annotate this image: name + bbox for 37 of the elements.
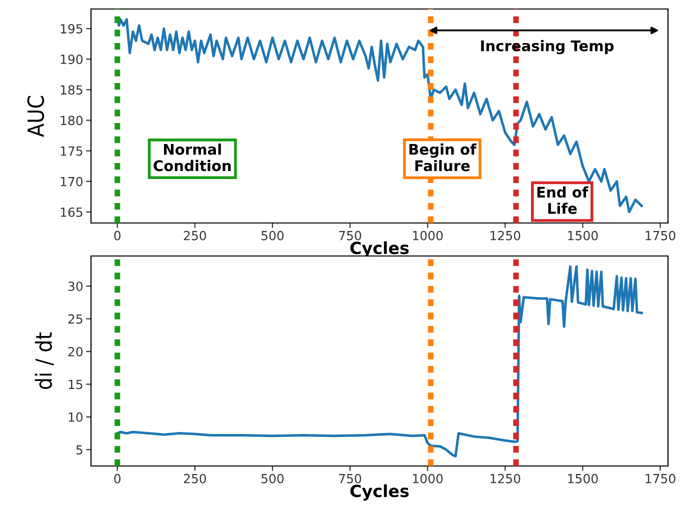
y-tick-label: 175 — [60, 146, 82, 156]
y-axis-title: di / dt — [34, 332, 54, 389]
x-tick-label: 0 — [114, 230, 121, 240]
x-tick-label: 1500 — [568, 230, 598, 240]
x-tick-label: 500 — [262, 230, 284, 240]
y-tick-label: 30 — [68, 282, 83, 292]
x-tick-label: 1750 — [646, 474, 676, 484]
y-tick-label: 190 — [60, 54, 83, 64]
x-tick-label: 750 — [339, 230, 362, 240]
x-tick-label: 250 — [184, 230, 206, 240]
y-tick-label: 180 — [60, 116, 83, 126]
ref-line-label: Normal Condition — [154, 144, 231, 172]
x-tick-label: 1250 — [490, 230, 520, 240]
ref-line-label: End of Life — [537, 186, 588, 214]
x-tick-label: 1000 — [413, 474, 443, 484]
y-tick-label: 185 — [60, 85, 82, 95]
x-tick-label: 1000 — [413, 230, 443, 240]
x-tick-label: 1250 — [490, 474, 520, 484]
x-tick-label: 500 — [262, 474, 284, 484]
y-axis-title: AUC — [27, 96, 44, 137]
y-tick-label: 165 — [60, 207, 82, 217]
x-axis-title: Cycles — [350, 241, 409, 258]
y-tick-label: 195 — [60, 24, 82, 34]
y-tick-label: 15 — [68, 380, 82, 390]
y-tick-label: 170 — [60, 176, 83, 186]
x-tick-label: 0 — [114, 474, 121, 484]
y-tick-label: 10 — [68, 412, 83, 422]
ref-line-label: Begin of Failure — [409, 144, 476, 172]
x-tick-label: 750 — [339, 474, 362, 484]
y-tick-label: 5 — [76, 445, 82, 455]
x-tick-label: 1500 — [568, 474, 598, 484]
y-tick-label: 20 — [68, 346, 83, 356]
y-tick-label: 25 — [68, 314, 82, 324]
x-axis-title: Cycles — [350, 484, 409, 501]
annotation: Increasing Temp — [481, 40, 614, 54]
x-tick-label: 250 — [184, 474, 206, 484]
x-tick-label: 1750 — [646, 230, 676, 240]
